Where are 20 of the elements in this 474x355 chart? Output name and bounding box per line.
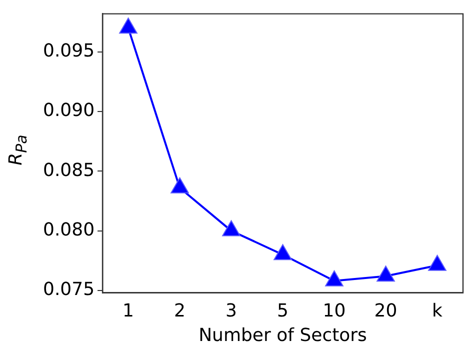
x-tick-label: 5 — [277, 300, 288, 322]
point — [222, 220, 240, 236]
point — [170, 177, 189, 194]
x-tick-label: 3 — [226, 300, 237, 322]
y-tick-label: 0.095 — [43, 40, 95, 62]
x-axis-title: Number of Sectors — [198, 324, 367, 346]
y-tick-label: 0.075 — [43, 279, 95, 300]
x-tick-label: 1 — [122, 300, 134, 322]
x-tick-label: k — [432, 300, 444, 322]
y-tick-label: 0.080 — [43, 219, 95, 240]
x-tick-label: 10 — [322, 300, 346, 322]
y-tick-label: 0.090 — [43, 100, 95, 122]
x-tick-label: 20 — [374, 300, 398, 322]
point — [376, 266, 395, 282]
point — [274, 244, 292, 260]
point — [119, 18, 138, 34]
point — [325, 270, 344, 286]
y-tick-label: 0.085 — [43, 160, 95, 181]
x-tick-label: 2 — [174, 300, 186, 322]
point — [428, 254, 446, 271]
